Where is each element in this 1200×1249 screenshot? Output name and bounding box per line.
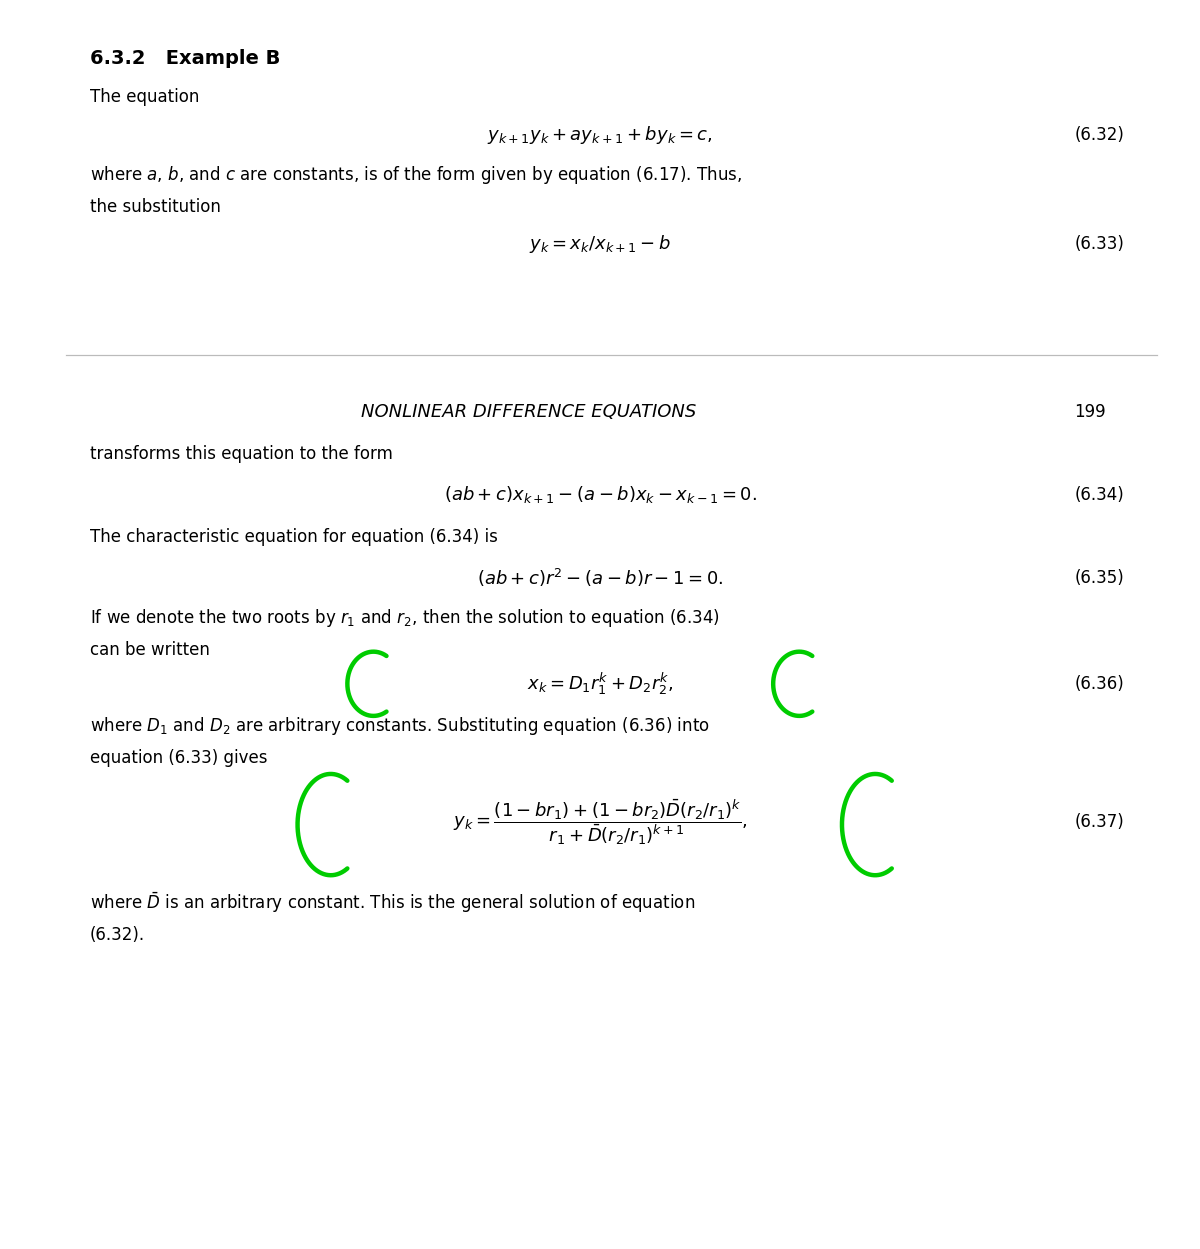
Text: $(ab + c)r^2 - (a - b)r - 1 = 0.$: $(ab + c)r^2 - (a - b)r - 1 = 0.$ xyxy=(476,567,724,588)
Text: (6.32): (6.32) xyxy=(1074,126,1124,145)
Text: $y_k = \dfrac{(1 - br_1) + (1 - br_2)\bar{D}(r_2/r_1)^k}{r_1 + \bar{D}(r_2/r_1)^: $y_k = \dfrac{(1 - br_1) + (1 - br_2)\ba… xyxy=(452,797,748,847)
Text: (6.33): (6.33) xyxy=(1074,235,1124,254)
Text: where $\bar{D}$ is an arbitrary constant. This is the general solution of equati: where $\bar{D}$ is an arbitrary constant… xyxy=(90,891,695,914)
Text: (6.34): (6.34) xyxy=(1074,486,1124,503)
Text: $x_k = D_1 r_1^k + D_2 r_2^k,$: $x_k = D_1 r_1^k + D_2 r_2^k,$ xyxy=(527,671,673,697)
Text: $y_{k+1}y_k + ay_{k+1} + by_k = c,$: $y_{k+1}y_k + ay_{k+1} + by_k = c,$ xyxy=(487,125,713,146)
Text: The characteristic equation for equation (6.34) is: The characteristic equation for equation… xyxy=(90,528,498,546)
Text: can be written: can be written xyxy=(90,642,210,659)
Text: 199: 199 xyxy=(1074,403,1106,421)
Text: where $a$, $b$, and $c$ are constants, is of the form given by equation (6.17). : where $a$, $b$, and $c$ are constants, i… xyxy=(90,164,742,186)
Text: (6.35): (6.35) xyxy=(1074,568,1124,587)
Text: 6.3.2   Example B: 6.3.2 Example B xyxy=(90,49,281,69)
Text: where $D_1$ and $D_2$ are arbitrary constants. Substituting equation (6.36) into: where $D_1$ and $D_2$ are arbitrary cons… xyxy=(90,714,709,737)
Text: (6.37): (6.37) xyxy=(1074,813,1124,831)
Text: the substitution: the substitution xyxy=(90,199,221,216)
Text: (6.36): (6.36) xyxy=(1074,674,1124,693)
Text: $(ab + c)x_{k+1} - (a - b)x_k - x_{k-1} = 0.$: $(ab + c)x_{k+1} - (a - b)x_k - x_{k-1} … xyxy=(444,485,756,506)
Text: The equation: The equation xyxy=(90,89,199,106)
Text: NONLINEAR DIFFERENCE EQUATIONS: NONLINEAR DIFFERENCE EQUATIONS xyxy=(361,403,696,421)
Text: equation (6.33) gives: equation (6.33) gives xyxy=(90,749,268,767)
Text: $y_k = x_k/x_{k+1} - b$: $y_k = x_k/x_{k+1} - b$ xyxy=(529,234,671,255)
Text: If we denote the two roots by $r_1$ and $r_2$, then the solution to equation (6.: If we denote the two roots by $r_1$ and … xyxy=(90,607,720,629)
Text: transforms this equation to the form: transforms this equation to the form xyxy=(90,445,392,463)
Text: (6.32).: (6.32). xyxy=(90,926,145,943)
